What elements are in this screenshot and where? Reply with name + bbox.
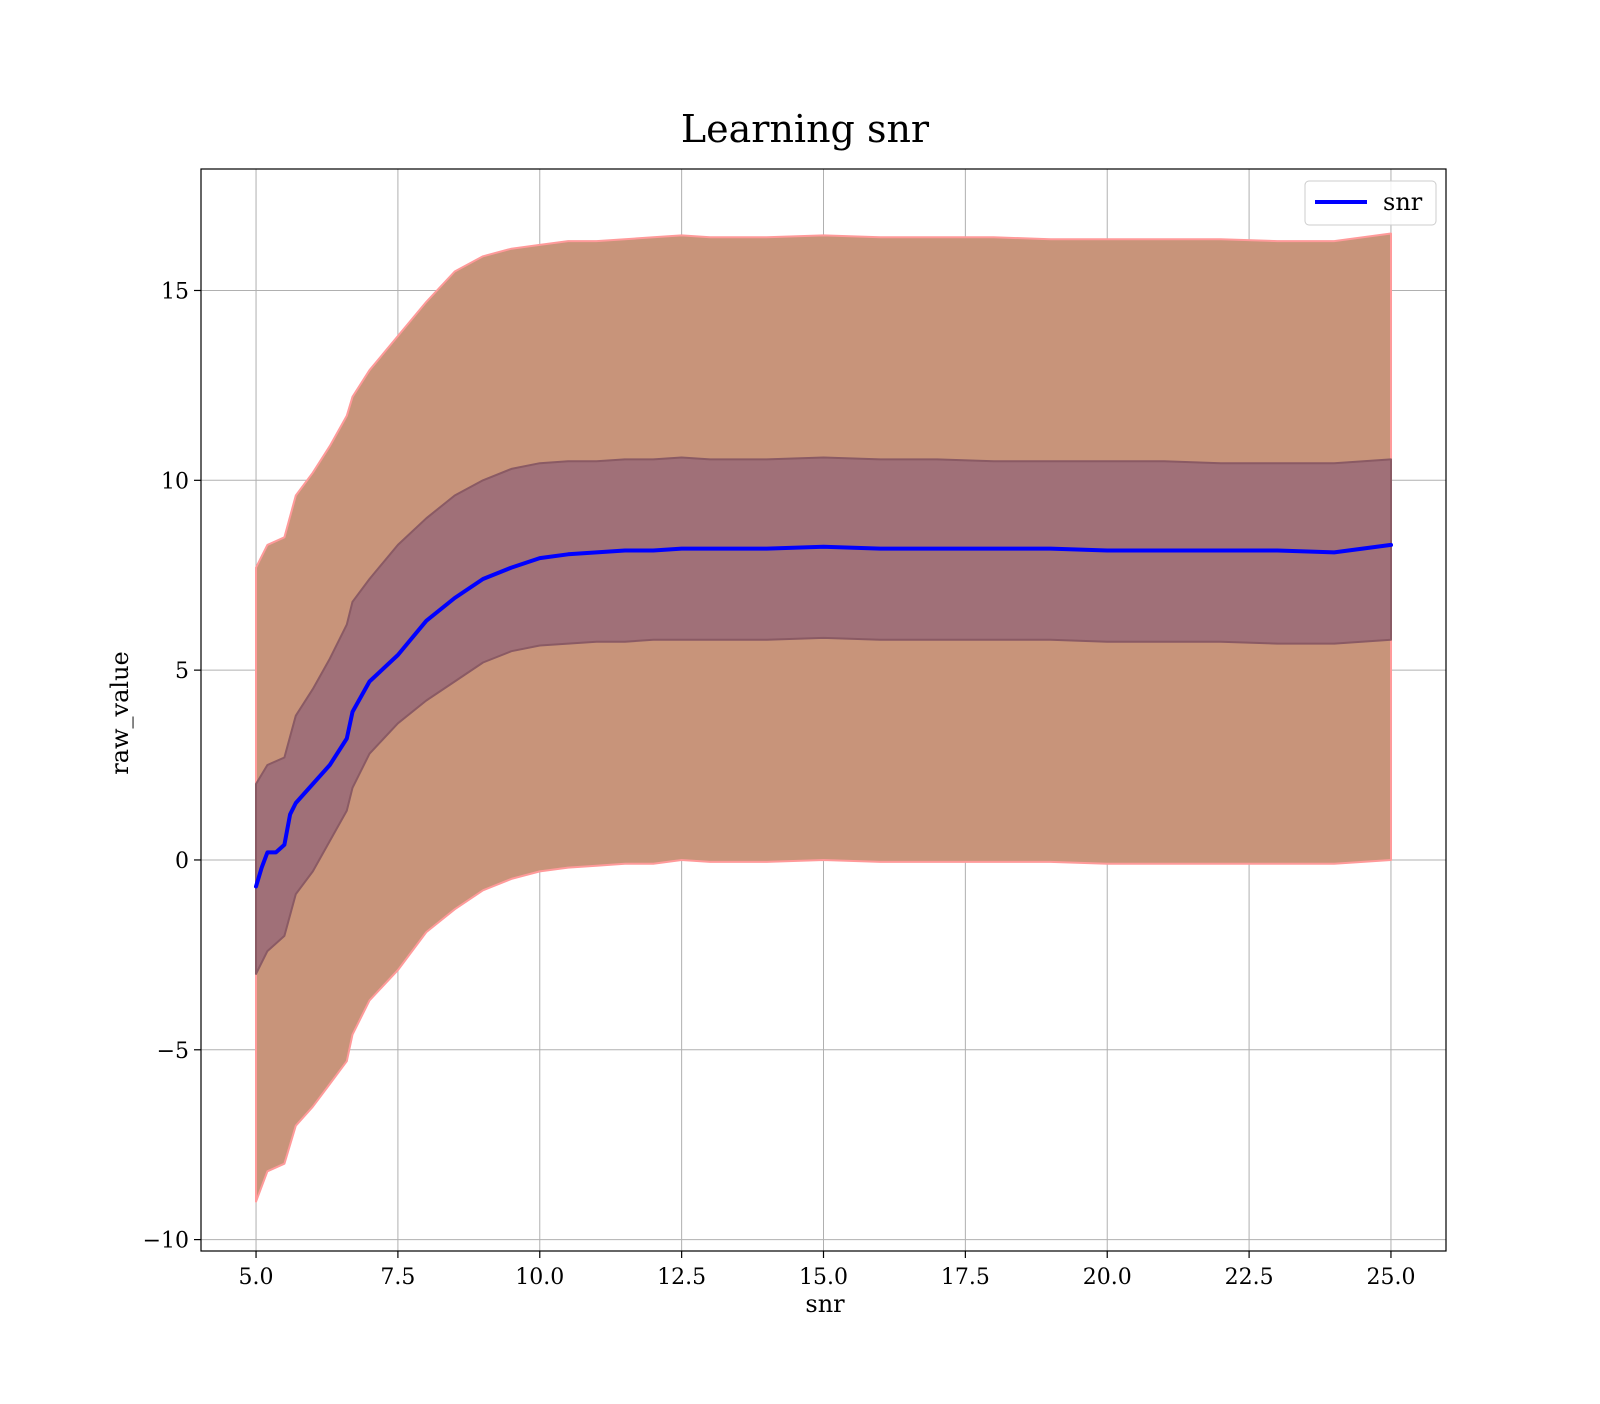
legend: snr (1304, 180, 1437, 226)
y-tick-label: −5 (157, 1039, 189, 1064)
x-tick-label: 22.5 (1225, 1265, 1274, 1290)
y-tick-label: 10 (161, 469, 189, 494)
x-axis-label: snr (805, 1290, 845, 1318)
x-tick-label: 20.0 (1083, 1265, 1132, 1290)
x-tick-label: 25.0 (1366, 1265, 1415, 1290)
confidence-bands (255, 232, 1392, 1203)
y-tick-label: 5 (175, 659, 189, 684)
legend-box (1304, 180, 1437, 226)
y-tick-label: 15 (161, 279, 189, 304)
y-axis-label: raw_value (106, 651, 134, 775)
y-tick-label: 0 (175, 849, 189, 874)
band-inner (255, 456, 1392, 975)
y-tick-label: −10 (143, 1229, 189, 1254)
legend-label-snr: snr (1383, 188, 1423, 216)
x-tick-label: 10.0 (515, 1265, 564, 1290)
x-axis-ticks: 5.0 7.5 10.0 12.5 15.0 17.5 20.0 22.5 25.0 (239, 1251, 1415, 1290)
series-lines (254, 542, 1393, 889)
x-tick-label: 5.0 (239, 1265, 274, 1290)
x-tick-label: 12.5 (657, 1265, 706, 1290)
chart-title: Learning snr (681, 107, 930, 151)
x-tick-label: 17.5 (941, 1265, 990, 1290)
x-tick-label: 15.0 (799, 1265, 848, 1290)
x-tick-label: 7.5 (380, 1265, 415, 1290)
y-axis-ticks: −10 −5 0 5 10 15 (143, 279, 201, 1254)
series-line-snr (254, 542, 1393, 889)
